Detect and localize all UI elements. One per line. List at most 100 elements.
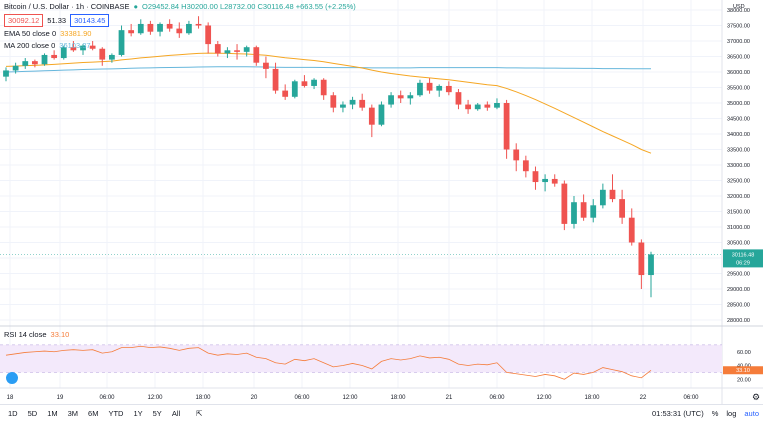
candle-down (455, 92, 462, 105)
ma-value: 36103.37 (59, 41, 91, 50)
clock[interactable]: 01:53:31 (UTC) (652, 408, 704, 418)
candle-down (503, 103, 510, 150)
price-tick-label: 37500.00 (727, 24, 750, 30)
ma-label: MA 200 close 0 (4, 41, 56, 50)
range-1y[interactable]: 1Y (133, 408, 143, 418)
price-tick-label: 29000.00 (727, 287, 750, 293)
candle-down (214, 44, 221, 54)
candle-up (137, 23, 144, 34)
candle-down (99, 48, 106, 60)
range-1m[interactable]: 1M (47, 408, 58, 418)
chart-canvas[interactable]: 38000.00 37500.00 37000.00 36500.00 36000.00… (0, 0, 763, 404)
ema-50-line (5, 52, 652, 154)
price-tick-label: 36000.00 (727, 70, 750, 76)
candle-up (311, 79, 317, 86)
ema-label: EMA 50 close 0 (4, 29, 57, 38)
time-tick-label: 12:00 (147, 395, 163, 401)
candle-down (234, 50, 240, 52)
ask-price[interactable]: 30143.45 (70, 14, 110, 27)
candle-up (388, 95, 394, 105)
rsi-value: 33.10 (50, 330, 70, 339)
price-tick-label: 28000.00 (727, 318, 750, 324)
range-6m[interactable]: 6M (88, 408, 99, 418)
percent-toggle[interactable]: % (711, 408, 719, 418)
candle-down (522, 160, 529, 172)
time-tick-label: 06:00 (683, 395, 699, 401)
price-tick-label: 34500.00 (727, 117, 750, 123)
rsi-legend[interactable]: RSI 14 close 33.10 (4, 330, 69, 339)
time-tick-label: 18 (7, 395, 14, 401)
bid-price[interactable]: 30092.12 (4, 14, 44, 27)
candle-up (494, 103, 500, 108)
bottom-right-controls: 01:53:31 (UTC) % log auto (652, 409, 759, 418)
candle-up (12, 65, 19, 71)
range-1d[interactable]: 1D (8, 408, 18, 418)
countdown-text: 06:29 (736, 260, 750, 266)
currency-label: USD (733, 4, 745, 10)
candle-down (484, 104, 491, 108)
ma-200-line (5, 66, 652, 73)
candle-up (186, 23, 192, 34)
candle-up (474, 104, 481, 110)
range-all[interactable]: All (171, 408, 181, 418)
range-ytd[interactable]: YTD (108, 408, 124, 418)
price-tick-label: 28500.00 (727, 303, 750, 309)
candle-down (31, 61, 38, 65)
range-5y[interactable]: 5Y (152, 408, 162, 418)
candle-up (407, 95, 414, 99)
ma-legend[interactable]: MA 200 close 0 36103.37 (4, 41, 91, 50)
price-tick-label: 33000.00 (727, 163, 750, 169)
candle-down (359, 99, 366, 108)
candle-down (176, 28, 183, 34)
candle-down (51, 54, 58, 59)
time-tick-label: 20 (251, 395, 258, 401)
candle-down (195, 23, 202, 26)
price-tick-label: 31500.00 (727, 210, 750, 216)
candle-down (628, 217, 635, 243)
candle-up (417, 82, 423, 96)
rsi-line (5, 345, 652, 380)
candle-down (166, 23, 173, 29)
candle-up (542, 178, 548, 183)
time-tick-label: 12:00 (342, 395, 358, 401)
time-tick-label: 18:00 (390, 395, 406, 401)
price-tick-label: 29500.00 (727, 272, 750, 278)
candle-up (349, 99, 356, 105)
ema-legend[interactable]: EMA 50 close 0 33381.90 (4, 29, 91, 38)
log-toggle[interactable]: log (726, 408, 737, 418)
price-tick-label: 33500.00 (727, 148, 750, 154)
candle-down (368, 107, 375, 125)
candle-up (243, 47, 250, 52)
candle-up (3, 70, 9, 77)
candle-up (224, 50, 231, 54)
range-3m[interactable]: 3M (67, 408, 79, 418)
rsi-band (0, 344, 722, 373)
spread-value: 51.33 (47, 16, 67, 25)
price-tick-label: 31000.00 (727, 225, 750, 231)
price-tick-label: 37000.00 (727, 39, 750, 45)
symbol-title[interactable]: Bitcoin / U.S. Dollar · 1h · COINBASE (4, 2, 130, 11)
tradingview-logo-icon (6, 372, 18, 384)
price-tick-label: 38000.00 (727, 8, 750, 14)
candle-down (272, 68, 279, 91)
price-tick-label: 30500.00 (727, 241, 750, 247)
candle-up (571, 202, 577, 224)
time-tick-label: 21 (446, 395, 453, 401)
candle-down (89, 45, 96, 49)
candle-up (118, 30, 125, 55)
rsi-label: RSI 14 close (4, 330, 47, 339)
candle-down (205, 25, 212, 45)
status-dot-icon: ● (133, 2, 138, 11)
settings-gear-icon[interactable]: ⚙ (752, 393, 760, 403)
candle-down (609, 189, 616, 200)
candle-up (60, 47, 67, 59)
auto-toggle[interactable]: auto (744, 408, 759, 418)
candle-up (599, 189, 606, 206)
price-tick-label: 36500.00 (727, 55, 750, 61)
goto-date-icon[interactable]: ⇱ (196, 408, 203, 418)
candle-up (436, 85, 443, 91)
range-5d[interactable]: 5D (27, 408, 38, 418)
candle-up (80, 45, 86, 51)
price-boxes: 30092.12 51.33 30143.45 (4, 14, 110, 27)
